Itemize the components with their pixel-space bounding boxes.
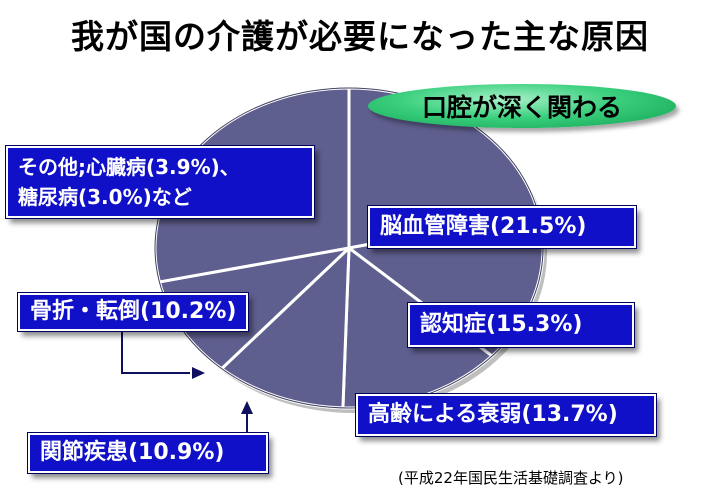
label-fracture-text: 骨折・転倒(10.2%) <box>30 299 237 324</box>
joint-pointer-arrow <box>241 401 253 414</box>
label-frailty: 高齢による衰弱(13.7%) <box>355 393 657 437</box>
pie-outline <box>154 87 544 409</box>
pointer-lines <box>121 328 253 433</box>
label-dementia: 認知症(15.3%) <box>407 302 635 348</box>
oral-highlight-oval: 口腔が深く関わる <box>368 84 676 128</box>
pie-slices <box>153 86 547 413</box>
label-other-line2: 糖尿病(3.0%)など <box>18 185 192 209</box>
oral-highlight-text: 口腔が深く関わる <box>421 93 622 122</box>
label-joint-text: 関節疾患(10.9%) <box>40 440 225 465</box>
source-note: (平成22年国民生活基礎調査より) <box>398 469 624 487</box>
label-dementia-text: 認知症(15.3%) <box>420 312 583 337</box>
label-stroke: 脳血管障害(21.5%) <box>367 205 637 249</box>
fracture-pointer-arrow <box>192 367 205 379</box>
page-title: 我が国の介護が必要になった主な原因 <box>71 17 649 56</box>
label-stroke-text: 脳血管障害(21.5%) <box>380 214 587 239</box>
label-joint: 関節疾患(10.9%) <box>27 432 269 474</box>
fracture-pointer-line <box>121 328 190 374</box>
label-other: その他;心臓病(3.9%)、 糖尿病(3.0%)など <box>5 145 315 219</box>
label-frailty-text: 高齢による衰弱(13.7%) <box>368 402 618 427</box>
label-fracture: 骨折・転倒(10.2%) <box>17 292 249 332</box>
label-other-line1: その他;心臓病(3.9%)、 <box>18 155 240 179</box>
